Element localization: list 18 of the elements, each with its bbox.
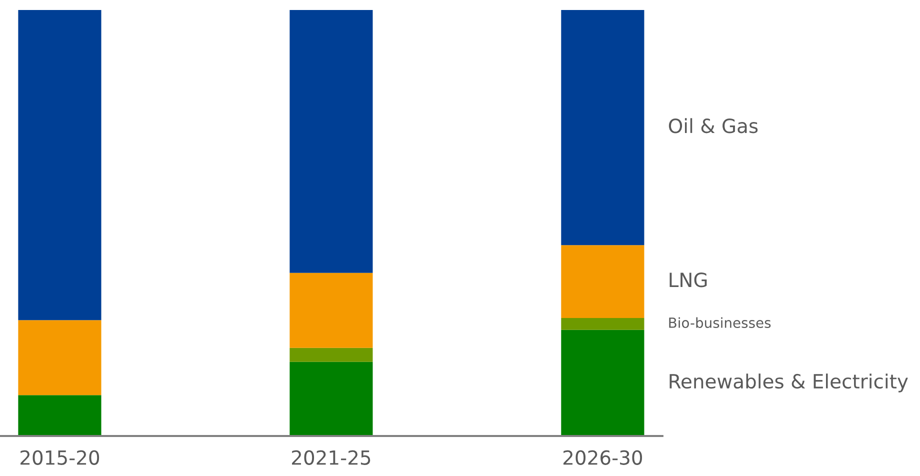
bar [290,362,373,436]
series-label: Bio-businesses [669,317,771,328]
bar [18,320,102,396]
series-label: Renewables & Electricity [670,374,908,392]
bar [561,330,644,436]
bar [561,245,644,318]
bar [561,318,644,330]
bar [290,348,373,362]
series-label: LNG [670,272,707,288]
bar [290,272,373,348]
bar [18,395,102,436]
bar [18,10,102,320]
bar [290,10,373,273]
bar [561,10,644,246]
x-tick-label: 2015-20 [20,450,100,465]
x-tick-label: 2021-25 [292,450,370,465]
series-label: Oil & Gas [668,118,758,134]
x-tick-label: 2026-30 [563,450,642,465]
